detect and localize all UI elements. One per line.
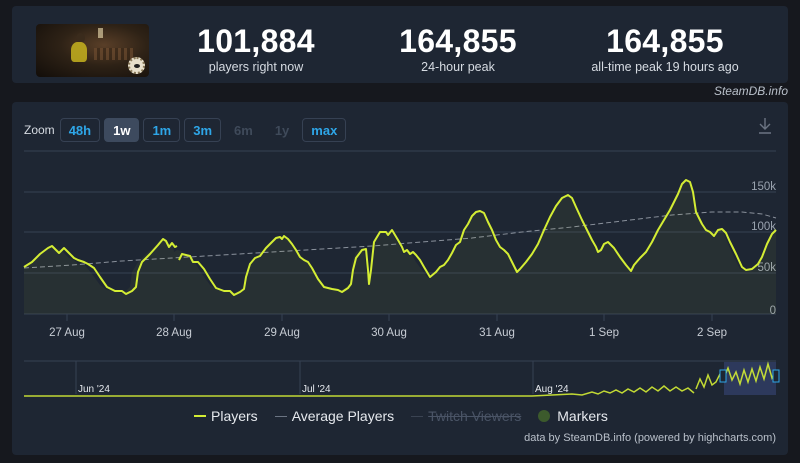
stats-panel: 101,884 players right now 164,855 24-hou…: [12, 6, 788, 83]
navigator-label: Jul '24: [302, 384, 331, 395]
chart-credits[interactable]: data by SteamDB.info (powered by highcha…: [524, 432, 776, 444]
zoom-1w-button[interactable]: 1w: [104, 118, 140, 142]
x-label: 1 Sep: [589, 327, 619, 339]
stat-24h-peak: 164,855 24-hour peak: [358, 24, 558, 74]
players-area: [24, 180, 776, 314]
legend-item-average-players[interactable]: Average Players: [274, 408, 395, 424]
y-label: 150k: [751, 181, 776, 193]
navigator-left-handle[interactable]: [719, 369, 727, 383]
stat-value: 101,884: [197, 23, 315, 59]
zoom-3m-button[interactable]: 3m: [184, 118, 222, 142]
x-label: 27 Aug: [49, 327, 85, 339]
thumbnail-shelf: [94, 48, 134, 60]
zoom-label: Zoom: [24, 123, 55, 137]
x-label: 29 Aug: [264, 327, 300, 339]
stat-label: players right now: [208, 60, 304, 74]
stat-current-players: 101,884 players right now: [156, 24, 356, 74]
legend-label: Markers: [557, 408, 608, 424]
thumbnail-lamp: [98, 28, 103, 38]
download-icon[interactable]: [756, 116, 774, 136]
navigator-players-line: [24, 361, 777, 397]
navigator[interactable]: Jun '24 Jul '24 Aug '24: [24, 360, 780, 397]
x-label: 30 Aug: [371, 327, 407, 339]
legend-item-markers[interactable]: Markers: [538, 408, 608, 424]
y-label: 0: [770, 305, 776, 317]
stat-value: 164,855: [606, 23, 724, 59]
players-line-swatch: [194, 415, 206, 417]
navigator-label: Aug '24: [535, 384, 569, 395]
stat-label: all-time peak 19 hours ago: [591, 60, 739, 74]
thumbnail-character-head: [76, 33, 85, 43]
zoom-selector: Zoom 48h 1w 1m 3m 6m 1y max: [24, 118, 350, 142]
x-label: 31 Aug: [479, 327, 515, 339]
x-label: 28 Aug: [156, 327, 192, 339]
zoom-1y-button: 1y: [274, 122, 290, 138]
navigator-right-handle[interactable]: [772, 369, 780, 383]
y-label: 50k: [757, 262, 776, 274]
legend-label: Average Players: [291, 408, 395, 424]
y-label: 100k: [751, 221, 776, 233]
legend-item-twitch-viewers[interactable]: Twitch Viewers: [411, 408, 521, 424]
chart-panel: 150k 100k 50k 0 27 Aug 28 Aug 29 Aug 30 …: [12, 102, 788, 455]
x-label: 2 Sep: [697, 327, 727, 339]
legend-label: Twitch Viewers: [428, 408, 522, 424]
chart-legend: Players Average Players Twitch Viewers M…: [194, 408, 625, 424]
average-players-line: [23, 211, 777, 269]
navigator-labels: Jun '24 Jul '24 Aug '24: [78, 384, 569, 395]
stat-value: 164,855: [399, 23, 517, 59]
brand-link[interactable]: SteamDB.info: [713, 84, 788, 98]
player-chart[interactable]: 150k 100k 50k 0 27 Aug 28 Aug 29 Aug 30 …: [12, 102, 788, 455]
zoom-48h-button[interactable]: 48h: [59, 118, 101, 142]
navigator-label: Jun '24: [78, 384, 110, 395]
twitch-line-swatch: [411, 415, 424, 417]
players-line[interactable]: [23, 179, 777, 296]
thumbnail-character: [71, 42, 87, 62]
game-thumbnail[interactable]: [36, 24, 149, 77]
legend-label: Players: [211, 408, 258, 424]
zoom-max-button[interactable]: max: [302, 118, 347, 142]
y-gridlines: [24, 191, 776, 315]
x-ticks: [66, 314, 713, 321]
markers-dot-icon: [538, 410, 551, 422]
zoom-1m-button[interactable]: 1m: [143, 118, 181, 142]
average-line-swatch: [274, 415, 287, 417]
zoom-6m-button: 6m: [234, 122, 253, 138]
stat-label: 24-hour peak: [421, 60, 495, 74]
y-axis-labels: 150k 100k 50k 0: [751, 181, 776, 317]
legend-item-players[interactable]: Players: [194, 408, 258, 424]
game-emblem-icon: [128, 57, 145, 74]
stat-all-time-peak: 164,855 all-time peak 19 hours ago: [565, 24, 765, 74]
x-axis-labels: 27 Aug 28 Aug 29 Aug 30 Aug 31 Aug 1 Sep…: [49, 327, 727, 339]
